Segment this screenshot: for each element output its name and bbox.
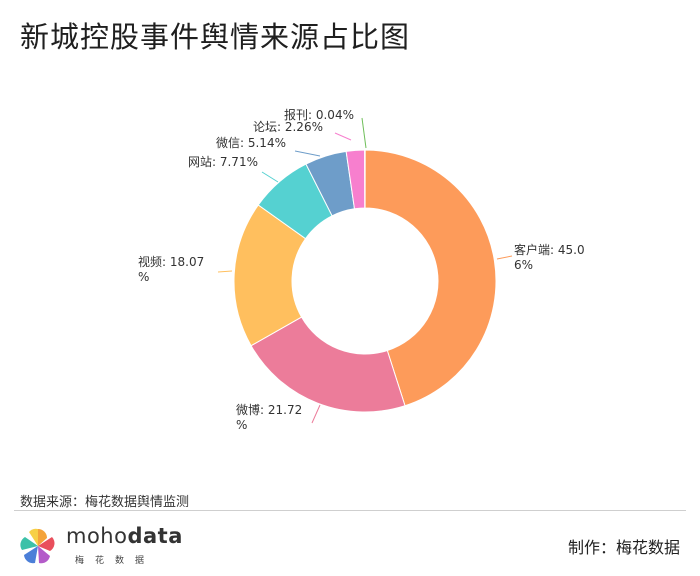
slice-微博[interactable]	[250, 316, 406, 413]
credit-text: 制作：梅花数据	[567, 538, 680, 557]
mohodata-logo: mohodata 梅花数据	[18, 524, 182, 568]
leader-line-报刊	[361, 117, 367, 149]
leader-line-视频	[217, 270, 233, 273]
donut-slices	[233, 149, 497, 413]
logo-word-data: data	[127, 524, 183, 548]
label-leader-lines	[217, 117, 513, 424]
chart-title: 新城控股事件舆情来源占比图	[20, 20, 411, 54]
donut-chart: 客户端: 45.06%微博: 21.72%视频: 18.07%网站: 7.71%…	[138, 107, 585, 432]
slice-labels: 客户端: 45.06%微博: 21.72%视频: 18.07%网站: 7.71%…	[138, 107, 585, 432]
slice-label-客户端-0: 客户端: 45.0	[514, 242, 585, 257]
slice-label-客户端-1: 6%	[514, 258, 533, 272]
leader-line-微信	[294, 150, 321, 157]
leader-line-网站	[261, 171, 279, 183]
slice-label-微博-1: %	[236, 418, 247, 432]
logo-wordmark: mohodata	[66, 524, 183, 548]
logo-subtitle: 梅花数据	[75, 556, 156, 566]
footer-divider	[14, 510, 686, 511]
data-source-note: 数据来源：梅花数据舆情监测	[20, 495, 190, 510]
pinwheel-logo-icon	[20, 528, 55, 564]
slice-label-网站-0: 网站: 7.71%	[188, 155, 258, 169]
slice-客户端[interactable]	[364, 149, 497, 407]
leader-line-论坛	[334, 132, 352, 141]
slice-label-报刊-0: 报刊: 0.04%	[284, 107, 354, 122]
leader-line-客户端	[496, 255, 513, 260]
slice-label-微博-0: 微博: 21.72	[236, 402, 302, 417]
slice-label-视频-1: %	[138, 270, 149, 284]
logo-word-moho: moho	[66, 524, 128, 548]
slice-label-论坛-0: 论坛: 2.26%	[253, 120, 323, 134]
leader-line-微博	[311, 404, 321, 424]
slice-报刊[interactable]	[364, 149, 366, 209]
slice-label-视频-0: 视频: 18.07	[138, 254, 204, 269]
slice-label-微信-0: 微信: 5.14%	[216, 136, 286, 150]
